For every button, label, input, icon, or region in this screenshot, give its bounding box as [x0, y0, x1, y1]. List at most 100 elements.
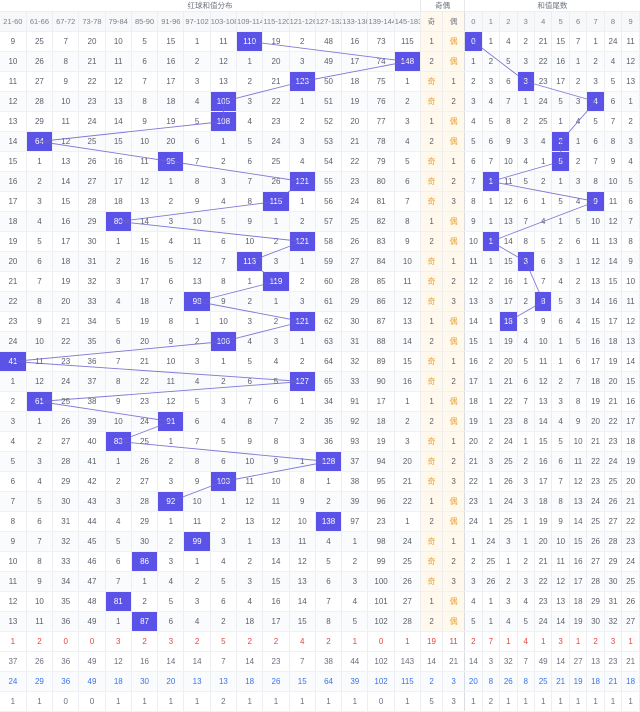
cell-r25-c11[interactable]: 12: [262, 511, 290, 532]
cell-r28-c13[interactable]: 6: [315, 571, 343, 592]
cell-r23-c3[interactable]: 29: [52, 471, 80, 492]
cell-r17-c10[interactable]: 5: [236, 351, 264, 372]
cell-r12-c5[interactable]: 2: [105, 251, 132, 272]
cell-r10-c20[interactable]: 1: [482, 211, 501, 232]
cell-r3-c17[interactable]: 奇: [419, 71, 444, 92]
cell-r2-c12[interactable]: 3: [289, 51, 316, 72]
cell-r27-c5[interactable]: 6: [105, 551, 132, 572]
cell-r28-c7[interactable]: 4: [157, 571, 185, 592]
cell-r7-c8[interactable]: 7: [183, 151, 211, 172]
cell-r11-c7[interactable]: 4: [157, 231, 185, 252]
cell-r1-c21[interactable]: 4: [499, 31, 518, 52]
cell-r22-c17[interactable]: 奇: [419, 451, 444, 472]
cell-r4-c3[interactable]: 10: [52, 91, 80, 112]
cell-r3-c23[interactable]: 23: [534, 71, 553, 92]
cell-r5-c19[interactable]: 4: [464, 111, 483, 132]
cell-r7-c19[interactable]: 6: [464, 151, 483, 172]
cell-r8-c14[interactable]: 23: [341, 171, 369, 192]
cell-r17-c18[interactable]: 1: [442, 351, 466, 372]
cell-r10-c17[interactable]: 1: [419, 211, 444, 232]
cell-r17-c20[interactable]: 2: [482, 351, 501, 372]
cell-r20-c17[interactable]: 2: [419, 411, 444, 432]
cell-r24-c28[interactable]: 21: [621, 491, 640, 512]
cell-r27-c26[interactable]: 27: [586, 551, 605, 572]
cell-r11-c11[interactable]: 2: [262, 231, 290, 252]
cell-r10-c22[interactable]: 7: [517, 211, 535, 232]
cell-r20-c4[interactable]: 39: [78, 411, 106, 432]
column-header-20[interactable]: 1: [482, 11, 501, 32]
cell-r1-c15[interactable]: 73: [367, 31, 395, 52]
cell-r28-c1[interactable]: 11: [0, 571, 27, 592]
cell-r8-c24[interactable]: 1: [551, 171, 570, 192]
cell-r7-c1[interactable]: 15: [0, 151, 27, 172]
cell-r25-c23[interactable]: 19: [534, 511, 553, 532]
cell-r16-c21[interactable]: 19: [499, 331, 518, 352]
cell-r4-c21[interactable]: 7: [499, 91, 518, 112]
cell-r21-c21[interactable]: 24: [499, 431, 518, 452]
cell-r18-c25[interactable]: 7: [569, 371, 588, 392]
cell-r6-c6[interactable]: 10: [131, 131, 159, 152]
cell-r16-c28[interactable]: 13: [621, 331, 640, 352]
cell-r16-c3[interactable]: 22: [52, 331, 80, 352]
cell-r12-c13[interactable]: 59: [315, 251, 343, 272]
cell-r15-c7[interactable]: 8: [157, 311, 185, 332]
cell-r15-c5[interactable]: 5: [105, 311, 132, 332]
cell-r30-c11[interactable]: 17: [262, 611, 290, 632]
cell-r13-c4[interactable]: 32: [78, 271, 106, 292]
cell-r26-c19[interactable]: 1: [464, 531, 483, 552]
cell-r16-c10[interactable]: 4: [236, 331, 264, 352]
cell-r13-c21[interactable]: 16: [499, 271, 518, 292]
cell-r25-c2[interactable]: 6: [26, 511, 54, 532]
cell-r9-c4[interactable]: 28: [78, 191, 106, 212]
cell-r1-c24[interactable]: 15: [551, 31, 570, 52]
cell-r6-c8[interactable]: 6: [183, 131, 211, 152]
cell-r18-c28[interactable]: 15: [621, 371, 640, 392]
cell-r3-c22[interactable]: 3: [517, 71, 535, 92]
cell-r26-c9[interactable]: 3: [210, 531, 238, 552]
cell-r14-c7[interactable]: 7: [157, 291, 185, 312]
cell-r4-c10[interactable]: 3: [236, 91, 264, 112]
cell-r25-c21[interactable]: 25: [499, 511, 518, 532]
cell-r22-c6[interactable]: 26: [131, 451, 159, 472]
cell-r30-c10[interactable]: 18: [236, 611, 264, 632]
cell-r4-c23[interactable]: 24: [534, 91, 553, 112]
cell-r7-c12[interactable]: 4: [289, 151, 316, 172]
cell-r27-c19[interactable]: 2: [464, 551, 483, 572]
cell-r30-c18[interactable]: 偶: [442, 611, 466, 632]
cell-r7-c16[interactable]: 5: [394, 151, 422, 172]
cell-r16-c15[interactable]: 88: [367, 331, 395, 352]
cell-r18-c15[interactable]: 90: [367, 371, 395, 392]
cell-r24-c15[interactable]: 96: [367, 491, 395, 512]
cell-r24-c18[interactable]: 偶: [442, 491, 466, 512]
cell-r11-c27[interactable]: 13: [604, 231, 623, 252]
cell-r3-c12[interactable]: 123: [289, 71, 316, 92]
cell-r17-c19[interactable]: 16: [464, 351, 483, 372]
cell-r2-c4[interactable]: 21: [78, 51, 106, 72]
cell-r11-c9[interactable]: 6: [210, 231, 238, 252]
cell-r26-c22[interactable]: 1: [517, 531, 535, 552]
cell-r26-c15[interactable]: 98: [367, 531, 395, 552]
cell-r6-c23[interactable]: 4: [534, 131, 553, 152]
cell-r11-c13[interactable]: 58: [315, 231, 343, 252]
cell-r20-c8[interactable]: 6: [183, 411, 211, 432]
cell-r16-c24[interactable]: 1: [551, 331, 570, 352]
cell-r20-c19[interactable]: 19: [464, 411, 483, 432]
cell-r25-c3[interactable]: 31: [52, 511, 80, 532]
cell-r14-c10[interactable]: 2: [236, 291, 264, 312]
cell-r24-c25[interactable]: 13: [569, 491, 588, 512]
cell-r26-c12[interactable]: 11: [289, 531, 316, 552]
cell-r22-c13[interactable]: 128: [315, 451, 343, 472]
cell-r10-c3[interactable]: 16: [52, 211, 80, 232]
cell-r28-c21[interactable]: 2: [499, 571, 518, 592]
cell-r20-c5[interactable]: 10: [105, 411, 132, 432]
cell-r8-c10[interactable]: 7: [236, 171, 264, 192]
cell-r19-c12[interactable]: 1: [289, 391, 316, 412]
cell-r11-c26[interactable]: 11: [586, 231, 605, 252]
cell-r27-c22[interactable]: 2: [517, 551, 535, 572]
cell-r1-c1[interactable]: 9: [0, 31, 27, 52]
cell-r22-c26[interactable]: 22: [586, 451, 605, 472]
cell-r11-c25[interactable]: 6: [569, 231, 588, 252]
cell-r8-c16[interactable]: 6: [394, 171, 422, 192]
cell-r5-c21[interactable]: 8: [499, 111, 518, 132]
cell-r29-c11[interactable]: 16: [262, 591, 290, 612]
